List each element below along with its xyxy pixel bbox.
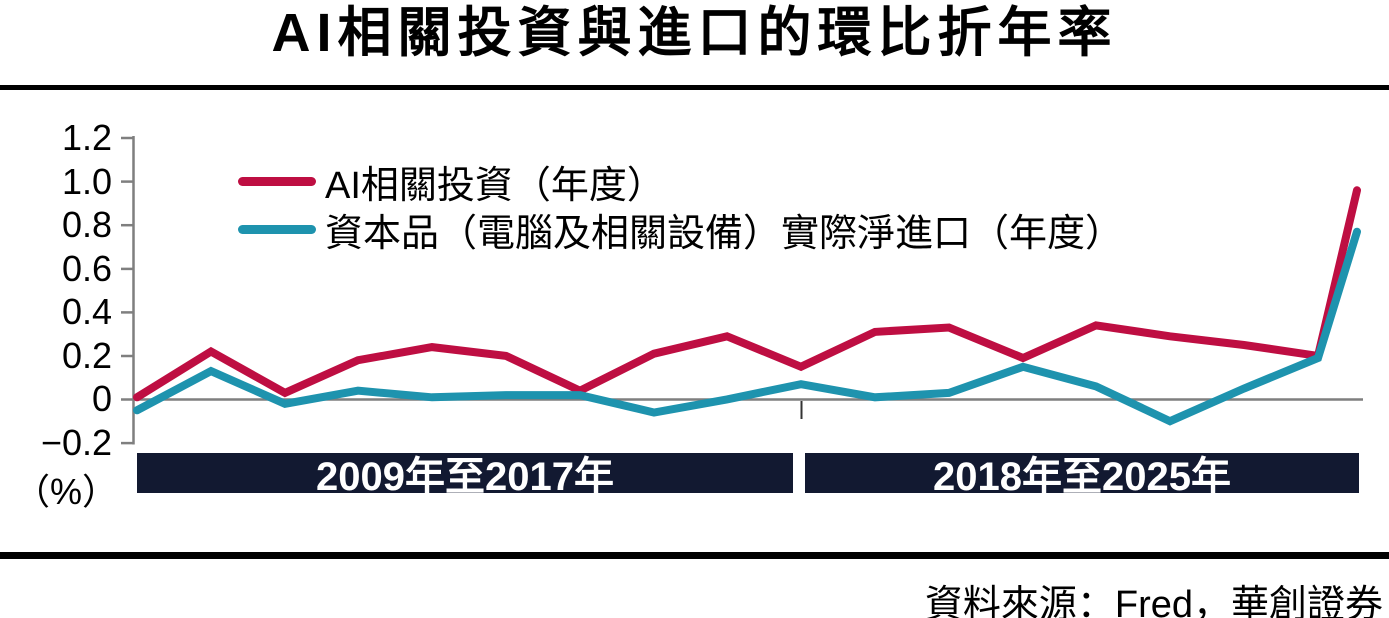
y-axis-unit-label: （%）	[14, 471, 119, 512]
legend-item-ai-investment: AI相關投資（年度）	[238, 159, 665, 207]
source-note: 資料來源：Fred，華創證券	[924, 584, 1383, 618]
y-tick-label: 1.2	[61, 117, 112, 158]
x-band-2018-2025: 2018年至2025年	[805, 453, 1359, 499]
page-title: AI相關投資與進口的環比折年率	[271, 3, 1118, 63]
legend-label-net-imports: 資本品（電腦及相關設備）實際淨進口（年度）	[325, 212, 1124, 255]
series-line-net-imports	[133, 227, 1361, 426]
series-group	[133, 186, 1361, 426]
y-axis-ticks	[121, 136, 133, 445]
series-line-ai-investment	[133, 186, 1361, 402]
legend-label-ai-investment: AI相關投資（年度）	[325, 164, 665, 207]
y-tick-label: 0.8	[61, 204, 112, 245]
legend-swatch-net-imports	[238, 224, 316, 234]
bottom-divider-rule	[0, 552, 1389, 559]
y-tick-label: 0	[91, 378, 112, 419]
y-tick-label: 0.2	[61, 335, 112, 376]
y-tick-label: −0.2	[40, 422, 112, 463]
title-divider-rule	[0, 85, 1389, 90]
x-band-2009-2017: 2009年至2017年	[137, 453, 793, 499]
legend-item-net-imports: 資本品（電腦及相關設備）實際淨進口（年度）	[238, 207, 1123, 255]
y-tick-label: 1.0	[61, 161, 112, 202]
y-tick-label: 0.6	[61, 248, 112, 289]
legend-swatch-ai-investment	[238, 176, 316, 186]
y-tick-label: 0.4	[61, 291, 112, 332]
